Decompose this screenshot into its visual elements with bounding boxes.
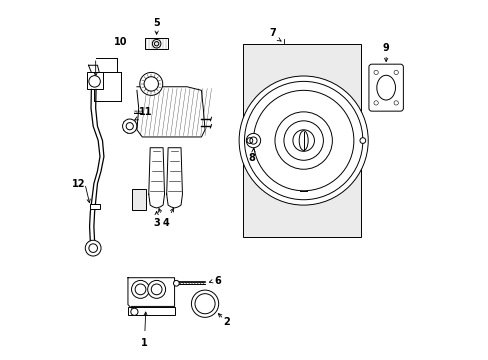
Polygon shape <box>128 278 174 308</box>
Circle shape <box>274 112 332 169</box>
Text: 2: 2 <box>223 317 229 327</box>
Text: 12: 12 <box>72 179 85 189</box>
Circle shape <box>246 134 260 148</box>
Circle shape <box>246 138 252 143</box>
Text: 8: 8 <box>248 153 255 163</box>
Circle shape <box>89 76 100 87</box>
Text: 7: 7 <box>269 28 276 39</box>
Bar <box>89 204 100 209</box>
Circle shape <box>122 119 137 134</box>
Circle shape <box>292 130 314 151</box>
Polygon shape <box>148 148 164 208</box>
Circle shape <box>191 290 218 318</box>
Polygon shape <box>166 148 182 208</box>
Circle shape <box>85 240 101 256</box>
Text: 6: 6 <box>214 276 220 286</box>
FancyBboxPatch shape <box>368 64 403 111</box>
Polygon shape <box>137 87 204 137</box>
Circle shape <box>239 76 367 205</box>
Circle shape <box>147 280 165 298</box>
Text: 5: 5 <box>153 18 160 28</box>
Bar <box>131 189 145 211</box>
Circle shape <box>140 72 163 95</box>
Bar <box>144 39 168 49</box>
Text: 3: 3 <box>153 218 160 228</box>
Circle shape <box>131 280 149 298</box>
Text: 9: 9 <box>382 43 389 53</box>
Bar <box>242 44 360 237</box>
Ellipse shape <box>299 131 307 150</box>
Circle shape <box>359 138 365 143</box>
Text: 10: 10 <box>114 37 127 47</box>
Text: 4: 4 <box>162 218 169 228</box>
Bar <box>86 72 102 89</box>
Text: 11: 11 <box>139 107 152 117</box>
Circle shape <box>131 308 138 315</box>
Circle shape <box>152 40 161 48</box>
Text: 1: 1 <box>141 338 147 348</box>
Circle shape <box>173 280 179 286</box>
Bar <box>128 307 174 315</box>
